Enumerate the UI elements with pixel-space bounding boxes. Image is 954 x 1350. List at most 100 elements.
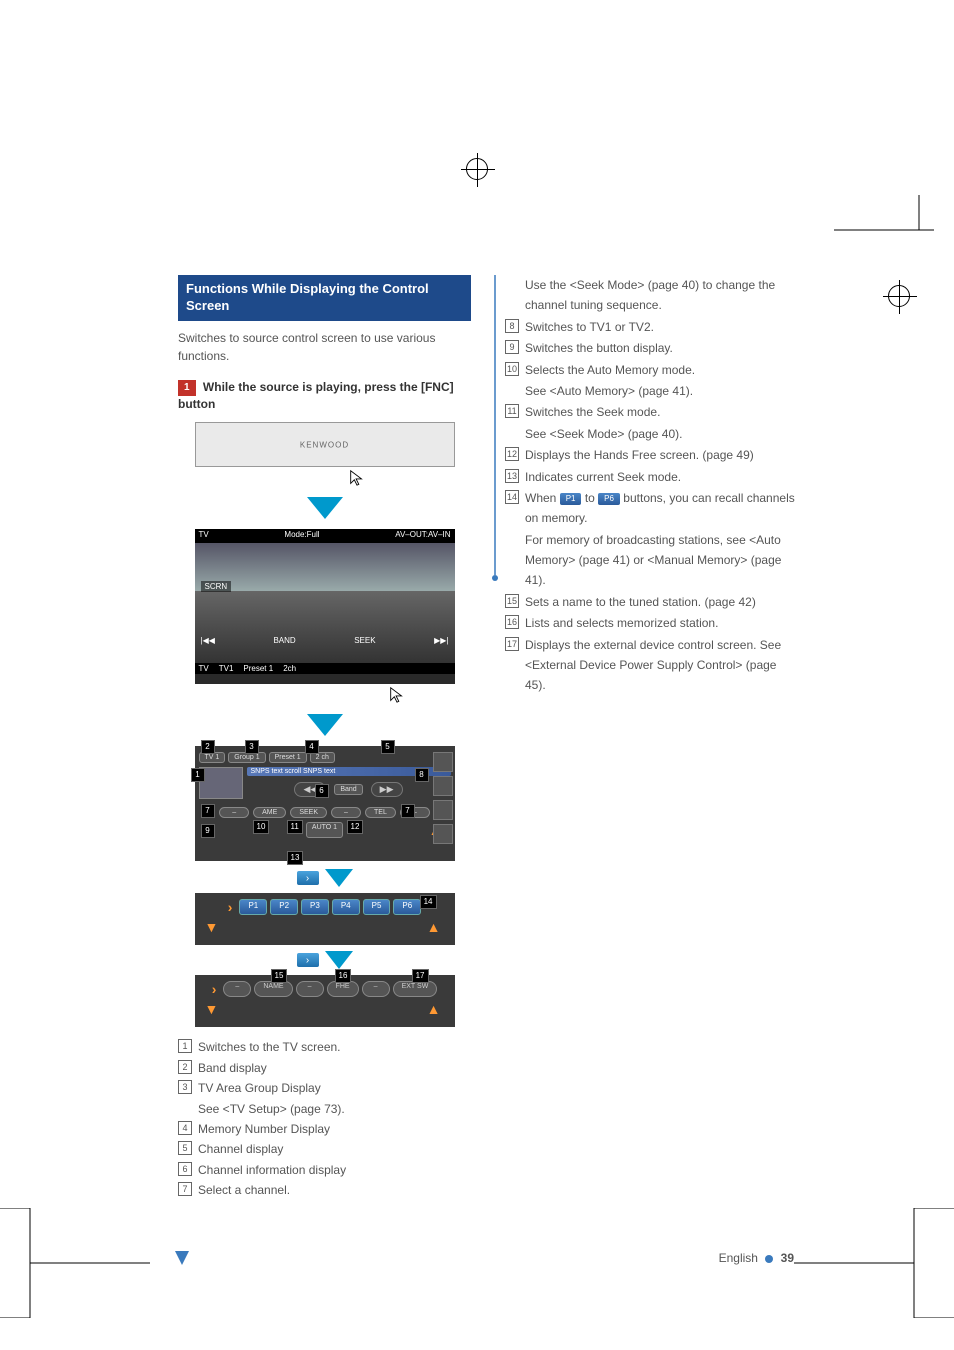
item-4: Memory Number Display [198,1119,330,1139]
item-8: Switches to TV1 or TV2. [525,317,798,337]
p2-button[interactable]: P2 [270,899,298,915]
tv-preview-screen: TV Mode:Full AV–OUT:AV–IN SCRN |◀◀ BAND … [195,529,455,684]
page-lang: English [719,1251,758,1265]
blank-button[interactable]: – [219,807,249,818]
next-button[interactable]: ▶▶ [371,782,403,797]
callout-15: 15 [271,969,288,983]
fn-button[interactable]: – [362,981,390,997]
callout-13: 13 [287,851,304,865]
reg-mark-right [888,285,910,307]
page-up-icon[interactable]: ▲ [427,1001,441,1017]
callout-7b: 7 [401,804,415,818]
step-instruction: 1 While the source is playing, press the… [178,379,471,413]
item-2: Band display [198,1058,267,1078]
callout-3: 3 [245,740,259,754]
page-footer: English 39 [719,1251,794,1265]
function-panel: › – NAME – FHE – EXT SW ▼ ▲ 15 16 17 [195,975,455,1027]
down-arrow-icon [307,497,343,519]
next-track-icon[interactable]: ▶▶| [434,636,448,645]
num-7: 7 [178,1182,192,1196]
p3-button[interactable]: P3 [301,899,329,915]
item-15: Sets a name to the tuned station. (page … [525,592,798,612]
preview-thumb[interactable] [199,767,243,799]
p1-button[interactable]: P1 [239,899,267,915]
p5-button[interactable]: P5 [363,899,391,915]
callout-12: 12 [347,820,364,834]
band-label[interactable]: BAND [273,636,295,645]
side-icon[interactable] [433,776,453,796]
swipe-button[interactable]: › [297,871,319,885]
seek-label[interactable]: SEEK [354,636,375,645]
callout-9: 9 [201,824,215,838]
fn-button[interactable]: – [296,981,324,997]
tel-button[interactable]: TEL [365,807,396,818]
num-4: 4 [178,1121,192,1135]
item-12: Displays the Hands Free screen. (page 49… [525,445,798,465]
ame-button[interactable]: AME [253,807,286,818]
fold-guide-bottom-left [0,1208,150,1318]
num-10: 10 [505,362,519,376]
tv-title-mid: Mode:Full [284,530,319,542]
side-icon[interactable] [433,800,453,820]
swipe-button[interactable]: › [297,953,319,967]
ext-sw-button[interactable]: EXT SW [393,981,438,997]
num-9: 9 [505,340,519,354]
swipe-indicator: › [178,951,471,969]
cursor-icon [388,686,406,704]
callout-8: 8 [415,768,429,782]
blank-button[interactable]: – [331,807,361,818]
item-7: Select a channel. [198,1180,290,1200]
p6-inline: P6 [598,493,620,505]
control-panel: TV 1 Group 1 Preset 1 2 ch SNPS text scr… [195,746,455,861]
item-13: Indicates current Seek mode. [525,467,798,487]
prev-track-icon[interactable]: |◀◀ [201,636,215,645]
item-11: Switches the Seek mode. [525,402,798,422]
num-14: 14 [505,490,519,504]
pre-text: Use the <Seek Mode> (page 40) to change … [525,275,798,316]
name-button[interactable]: NAME [254,981,292,997]
num-15: 15 [505,594,519,608]
seek-button[interactable]: SEEK [290,807,327,818]
side-icon[interactable] [433,752,453,772]
num-3: 3 [178,1080,192,1094]
fold-guide-top-right [834,195,954,265]
callout-7: 7 [201,804,215,818]
page-number: 39 [781,1251,794,1265]
right-column: .Use the <Seek Mode> (page 40) to change… [505,275,798,697]
preset-panel: › P1 P2 P3 P4 P5 P6 ▼ ▲ 14 [195,893,455,945]
fhe-button[interactable]: FHE [327,981,359,997]
status-tv: TV [199,664,209,673]
p4-button[interactable]: P4 [332,899,360,915]
item-3b: See <TV Setup> (page 73). [198,1099,345,1119]
left-description-list: 1Switches to the TV screen. 2Band displa… [178,1037,471,1200]
item-11b: See <Seek Mode> (page 40). [525,424,798,444]
page-down-icon[interactable]: ▼ [205,919,219,935]
section-header: Functions While Displaying the Control S… [178,275,471,321]
num-2: 2 [178,1060,192,1074]
tv-scene: SCRN |◀◀ BAND SEEK ▶▶| [195,543,455,663]
item-10b: See <Auto Memory> (page 41). [525,381,798,401]
item-14d: For memory of broadcasting stations, see… [525,530,798,591]
item-16: Lists and selects memorized station. [525,613,798,633]
callout-5: 5 [381,740,395,754]
side-icon[interactable] [433,824,453,844]
item-1: Switches to the TV screen. [198,1037,341,1057]
page-content: Functions While Displaying the Control S… [178,275,798,1201]
band-button[interactable]: Band [334,784,362,795]
scrn-button[interactable]: SCRN [201,581,232,592]
p6-button[interactable]: P6 [393,899,421,915]
cursor-icon [348,469,366,487]
tv-title-right: AV–OUT:AV–IN [395,530,450,542]
down-arrow-icon [307,714,343,736]
num-13: 13 [505,469,519,483]
status-preset: Preset 1 [243,664,273,673]
page-down-icon[interactable]: ▼ [205,1001,219,1017]
preset-pill[interactable]: Preset 1 [269,752,307,763]
fn-button[interactable]: – [223,981,251,997]
num-5: 5 [178,1141,192,1155]
num-12: 12 [505,447,519,461]
num-17: 17 [505,637,519,651]
page-up-icon[interactable]: ▲ [427,919,441,935]
device-illustration [195,422,455,467]
num-8: 8 [505,319,519,333]
